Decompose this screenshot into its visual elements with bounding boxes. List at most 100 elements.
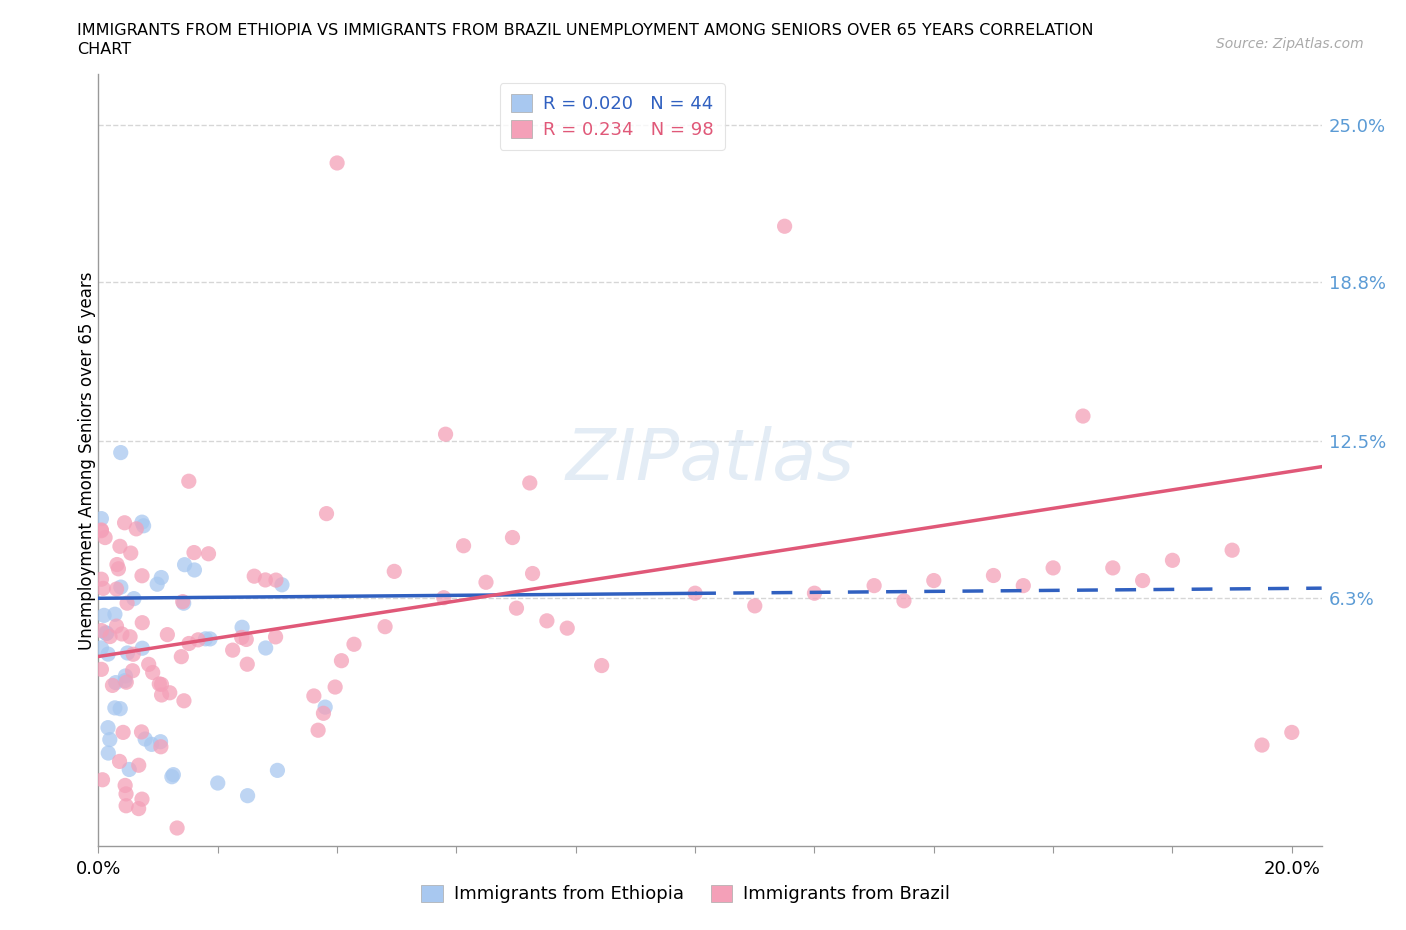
Point bbox=[132, 518, 155, 533]
Point bbox=[314, 699, 336, 714]
Point bbox=[236, 789, 259, 804]
Point bbox=[90, 524, 112, 538]
Point bbox=[555, 620, 578, 635]
Legend: Immigrants from Ethiopia, Immigrants from Brazil: Immigrants from Ethiopia, Immigrants fro… bbox=[413, 877, 957, 910]
Point bbox=[307, 723, 329, 737]
Point bbox=[922, 573, 945, 588]
Point bbox=[141, 737, 163, 751]
Point bbox=[114, 778, 136, 793]
Point bbox=[231, 630, 253, 644]
Point bbox=[170, 649, 193, 664]
Point bbox=[146, 577, 169, 591]
Point bbox=[149, 735, 172, 750]
Text: Source: ZipAtlas.com: Source: ZipAtlas.com bbox=[1216, 37, 1364, 51]
Point bbox=[172, 594, 194, 609]
Point bbox=[118, 762, 141, 777]
Point bbox=[302, 688, 325, 703]
Point bbox=[231, 619, 253, 634]
Point bbox=[97, 646, 120, 661]
Text: CHART: CHART bbox=[77, 42, 131, 57]
Point bbox=[98, 629, 121, 644]
Point bbox=[236, 657, 259, 671]
Point bbox=[177, 636, 200, 651]
Point bbox=[536, 614, 558, 629]
Point bbox=[111, 627, 134, 642]
Point bbox=[115, 798, 138, 813]
Point bbox=[125, 522, 148, 537]
Point bbox=[134, 732, 156, 747]
Text: IMMIGRANTS FROM ETHIOPIA VS IMMIGRANTS FROM BRAZIL UNEMPLOYMENT AMONG SENIORS OV: IMMIGRANTS FROM ETHIOPIA VS IMMIGRANTS F… bbox=[77, 23, 1094, 38]
Point bbox=[96, 626, 118, 641]
Point bbox=[863, 578, 886, 593]
Point bbox=[312, 706, 335, 721]
Point bbox=[519, 475, 541, 490]
Point bbox=[98, 732, 121, 747]
Point bbox=[120, 546, 142, 561]
Point bbox=[90, 641, 112, 656]
Point bbox=[315, 506, 337, 521]
Point bbox=[94, 625, 117, 640]
Point bbox=[1281, 725, 1303, 740]
Point bbox=[194, 631, 217, 646]
Point bbox=[122, 591, 145, 606]
Point bbox=[108, 754, 131, 769]
Point bbox=[104, 675, 127, 690]
Point bbox=[254, 641, 277, 656]
Point bbox=[433, 591, 456, 605]
Point bbox=[1012, 578, 1035, 593]
Point bbox=[197, 546, 219, 561]
Point bbox=[142, 665, 165, 680]
Point bbox=[773, 219, 796, 233]
Point bbox=[150, 570, 173, 585]
Point bbox=[131, 568, 153, 583]
Point bbox=[110, 579, 132, 594]
Point bbox=[323, 680, 346, 695]
Point bbox=[183, 563, 205, 578]
Point bbox=[148, 676, 170, 691]
Point bbox=[91, 581, 114, 596]
Point bbox=[893, 593, 915, 608]
Point bbox=[264, 573, 287, 588]
Point bbox=[243, 569, 266, 584]
Point bbox=[90, 662, 112, 677]
Point bbox=[434, 427, 457, 442]
Point bbox=[221, 643, 243, 658]
Point bbox=[131, 791, 153, 806]
Point bbox=[162, 767, 184, 782]
Point bbox=[187, 632, 209, 647]
Point bbox=[1132, 573, 1154, 588]
Point bbox=[91, 772, 114, 787]
Point bbox=[120, 630, 142, 644]
Point bbox=[131, 724, 153, 739]
Point bbox=[177, 473, 200, 488]
Point bbox=[266, 763, 288, 777]
Point bbox=[90, 623, 112, 638]
Point bbox=[235, 632, 257, 647]
Point bbox=[108, 701, 131, 716]
Point bbox=[271, 578, 294, 592]
Point bbox=[326, 155, 349, 170]
Point bbox=[108, 538, 131, 553]
Point bbox=[1161, 552, 1184, 567]
Point bbox=[121, 663, 143, 678]
Point bbox=[117, 645, 139, 660]
Point bbox=[150, 687, 173, 702]
Point bbox=[90, 512, 112, 526]
Point bbox=[330, 653, 353, 668]
Point bbox=[94, 530, 117, 545]
Point bbox=[105, 581, 128, 596]
Point bbox=[374, 619, 396, 634]
Point bbox=[149, 739, 172, 754]
Point bbox=[683, 586, 706, 601]
Point bbox=[97, 746, 120, 761]
Point bbox=[122, 646, 145, 661]
Point bbox=[115, 596, 138, 611]
Point bbox=[207, 776, 229, 790]
Text: ZIPatlas: ZIPatlas bbox=[565, 426, 855, 495]
Point bbox=[101, 678, 124, 693]
Point bbox=[522, 566, 544, 581]
Point bbox=[114, 673, 136, 688]
Point bbox=[104, 606, 127, 621]
Point bbox=[115, 787, 138, 802]
Point bbox=[1220, 543, 1243, 558]
